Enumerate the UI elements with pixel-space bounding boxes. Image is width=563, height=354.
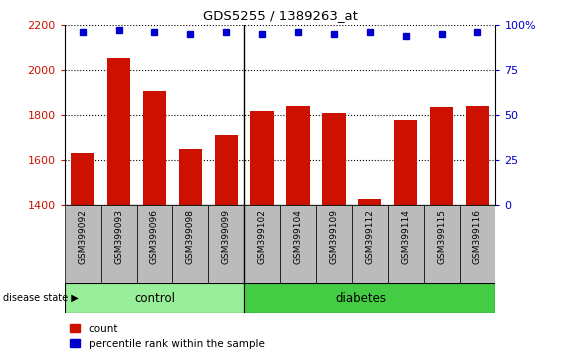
Text: GSM399116: GSM399116	[473, 209, 482, 264]
Text: GSM399109: GSM399109	[329, 209, 338, 264]
Text: GSM399114: GSM399114	[401, 209, 410, 264]
Text: diabetes: diabetes	[336, 292, 386, 305]
Title: GDS5255 / 1389263_at: GDS5255 / 1389263_at	[203, 9, 358, 22]
Bar	[137, 205, 172, 283]
Text: GSM399099: GSM399099	[222, 209, 231, 264]
Bar	[388, 205, 424, 283]
Text: GSM399115: GSM399115	[437, 209, 446, 264]
Bar	[65, 283, 244, 313]
Bar	[172, 205, 208, 283]
Bar	[101, 205, 137, 283]
Bar	[358, 199, 382, 205]
Text: GSM399112: GSM399112	[365, 209, 374, 264]
Bar	[466, 106, 489, 205]
Bar	[316, 205, 352, 283]
Bar	[322, 113, 346, 205]
Text: control: control	[134, 292, 175, 305]
Text: disease state ▶: disease state ▶	[3, 293, 79, 303]
Bar	[287, 106, 310, 205]
Text: GSM399092: GSM399092	[78, 209, 87, 264]
Bar	[178, 149, 202, 205]
Bar	[215, 135, 238, 205]
Bar	[430, 107, 453, 205]
Bar	[244, 205, 280, 283]
Bar	[65, 205, 101, 283]
Bar	[143, 91, 166, 205]
Bar	[459, 205, 495, 283]
Bar	[394, 120, 417, 205]
Bar	[71, 153, 95, 205]
Text: GSM399096: GSM399096	[150, 209, 159, 264]
Bar	[244, 283, 495, 313]
Bar	[424, 205, 459, 283]
Legend: count, percentile rank within the sample: count, percentile rank within the sample	[70, 324, 265, 349]
Bar	[280, 205, 316, 283]
Bar	[208, 205, 244, 283]
Bar	[107, 57, 130, 205]
Text: GSM399098: GSM399098	[186, 209, 195, 264]
Text: GSM399104: GSM399104	[293, 209, 302, 264]
Text: GSM399102: GSM399102	[258, 209, 267, 264]
Bar	[352, 205, 388, 283]
Bar	[251, 110, 274, 205]
Text: GSM399093: GSM399093	[114, 209, 123, 264]
